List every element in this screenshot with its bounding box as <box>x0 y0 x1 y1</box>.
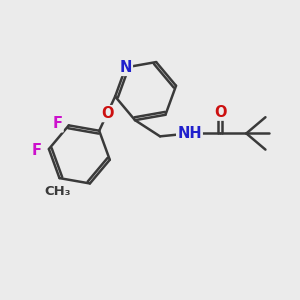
Text: O: O <box>214 105 226 120</box>
Text: O: O <box>101 106 113 121</box>
Text: N: N <box>119 60 132 75</box>
Text: CH₃: CH₃ <box>45 185 71 198</box>
Text: F: F <box>52 116 63 131</box>
Text: F: F <box>32 143 42 158</box>
Text: NH: NH <box>177 126 202 141</box>
